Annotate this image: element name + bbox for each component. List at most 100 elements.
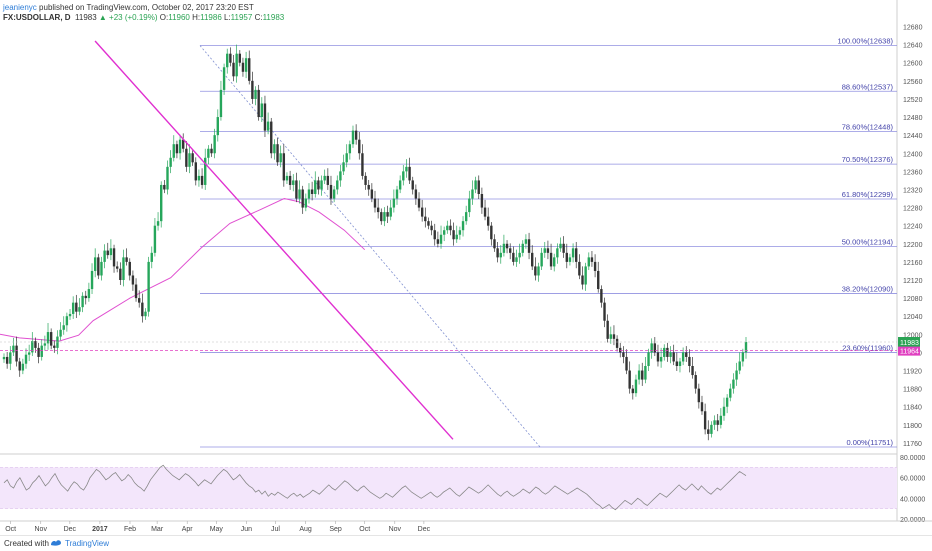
candle-body (78, 307, 81, 312)
candle-body (232, 62, 235, 77)
y-tick-label: 12040 (903, 314, 923, 321)
y-tick-label: 12480 (903, 115, 923, 122)
y-tick-label: 12240 (903, 224, 923, 231)
candle-body (540, 252, 543, 267)
candle-body (584, 266, 587, 285)
candle-body (320, 180, 323, 190)
candle-body (248, 58, 251, 81)
candle-body (276, 144, 279, 163)
candle-body (373, 198, 377, 208)
x-tick-label: Oct (359, 526, 370, 533)
candle-body (502, 243, 506, 253)
x-tick-label: Sep (329, 526, 342, 533)
last-price-badge-text: 11983 (900, 340, 919, 347)
candle-body (650, 343, 653, 353)
candle-body (93, 257, 97, 271)
low-value: 11957 (230, 13, 253, 22)
candle-body (537, 266, 540, 276)
candle-body (222, 67, 226, 90)
last-price-badge (898, 337, 920, 348)
candle-body (619, 347, 622, 353)
candle-body (160, 184, 163, 222)
candle-body (543, 248, 546, 253)
candle-body (669, 352, 672, 357)
candle-body (125, 257, 128, 262)
candle-body (446, 225, 449, 231)
moving-average-line (0, 197, 366, 342)
candle-body (527, 239, 531, 253)
candle-body (288, 175, 292, 185)
candle-body (244, 58, 248, 72)
candle-body (141, 302, 144, 317)
candle-body (166, 166, 169, 190)
candle-body (587, 257, 590, 267)
candle-body (339, 171, 342, 181)
candle-body (433, 230, 436, 240)
candle-body (744, 342, 748, 353)
candle-body (137, 298, 141, 303)
candle-body (298, 189, 301, 199)
candle-body (697, 388, 701, 403)
candle-body (703, 411, 707, 430)
candle-body (238, 53, 242, 63)
candle-body (87, 289, 91, 299)
candle-body (578, 261, 581, 276)
candle-body (675, 361, 679, 366)
last-price-text: 11983 (75, 13, 97, 22)
candle-body (729, 388, 732, 398)
candle-body (200, 175, 204, 185)
candle-body (213, 135, 216, 154)
candle-body (606, 320, 609, 339)
candle-body (521, 243, 524, 253)
y-tick-label: 12600 (903, 61, 923, 68)
candle-body (512, 252, 515, 262)
candle-body (5, 356, 9, 364)
candle-body (351, 130, 355, 145)
candle-body (194, 162, 197, 181)
candle-body (398, 180, 402, 190)
candle-body (471, 189, 474, 199)
y-tick-label: 12160 (903, 260, 923, 267)
rsi-y-tick-label: 20.0000 (900, 517, 925, 524)
y-tick-label: 12280 (903, 206, 923, 213)
tradingview-link[interactable]: TradingView (65, 539, 110, 548)
candle-body (499, 252, 502, 258)
candle-body (515, 257, 518, 262)
x-tick-label: Aug (299, 526, 312, 533)
candle-body (100, 261, 103, 276)
candle-body (477, 180, 480, 194)
close-value: 11983 (262, 13, 285, 22)
candle-body (329, 184, 333, 199)
candle-body (279, 153, 282, 163)
candle-body (115, 266, 119, 269)
x-tick-label: Feb (124, 526, 136, 533)
candle-body (219, 89, 223, 118)
candle-body (380, 212, 383, 222)
y-tick-label: 11920 (903, 369, 922, 376)
author-link[interactable]: jeanienyc (3, 3, 37, 12)
y-tick-label: 12120 (903, 278, 923, 285)
candle-body (612, 334, 616, 339)
candle-body (348, 144, 352, 154)
y-tick-label: 11800 (903, 423, 922, 430)
candle-body (367, 184, 370, 190)
candle-body (342, 162, 345, 172)
candle-body (106, 250, 109, 256)
candle-body (182, 139, 185, 149)
candle-body (175, 144, 179, 154)
candle-body (666, 347, 669, 357)
candle-body (603, 302, 606, 321)
candle-body (90, 270, 94, 290)
candle-body (59, 329, 62, 337)
x-tick-label: Oct (5, 526, 16, 533)
candle-body (392, 198, 396, 208)
tradingview-logo-icon (51, 540, 61, 546)
candle-body (631, 388, 635, 394)
publish-line: jeanienyc published on TradingView.com, … (3, 3, 254, 12)
open-value: 11960 (168, 13, 190, 22)
high-value: 11986 (200, 13, 222, 22)
candle-body (625, 356, 628, 371)
fib-level-label: 0.00%(11751) (846, 438, 893, 447)
x-tick-label: Dec (64, 526, 77, 533)
y-tick-label: 12320 (903, 187, 923, 194)
